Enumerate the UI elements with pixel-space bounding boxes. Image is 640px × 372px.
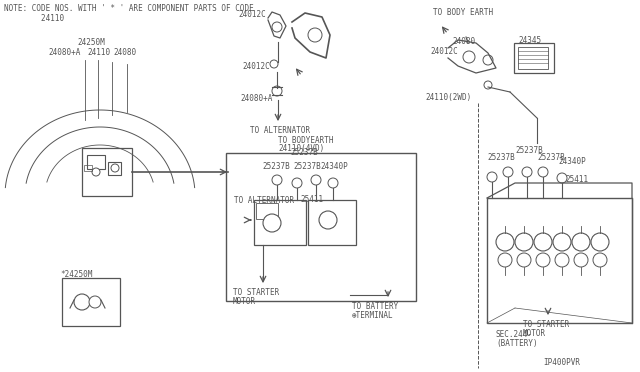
Circle shape <box>263 214 281 232</box>
Circle shape <box>515 233 533 251</box>
Text: IP400PVR: IP400PVR <box>543 358 580 367</box>
Circle shape <box>503 167 513 177</box>
Circle shape <box>292 178 302 188</box>
Circle shape <box>92 168 100 176</box>
Circle shape <box>308 28 322 42</box>
Text: 24110: 24110 <box>87 48 110 57</box>
Circle shape <box>272 86 282 96</box>
Text: 24080+A: 24080+A <box>240 94 273 103</box>
Text: 24012C: 24012C <box>238 10 266 19</box>
Text: NOTE: CODE NOS. WITH ' * ' ARE COMPONENT PARTS OF CODE
        24110: NOTE: CODE NOS. WITH ' * ' ARE COMPONENT… <box>4 4 253 23</box>
Circle shape <box>270 60 278 68</box>
Circle shape <box>572 233 590 251</box>
Text: TO BATTERY: TO BATTERY <box>352 302 398 311</box>
Circle shape <box>311 175 321 185</box>
Text: 25411: 25411 <box>300 195 323 204</box>
Text: 24250M: 24250M <box>77 38 105 47</box>
Circle shape <box>484 81 492 89</box>
Circle shape <box>272 175 282 185</box>
Text: 24345: 24345 <box>518 36 541 45</box>
Text: 24080: 24080 <box>113 48 136 57</box>
Circle shape <box>517 253 531 267</box>
Bar <box>82 148 132 196</box>
Text: 24110(2WD): 24110(2WD) <box>425 93 471 102</box>
Text: 25237B: 25237B <box>262 162 290 171</box>
Text: 25237B: 25237B <box>487 153 515 162</box>
Text: 24012C: 24012C <box>430 47 458 56</box>
Text: TO STARTER: TO STARTER <box>523 320 569 329</box>
Bar <box>84 165 92 171</box>
Circle shape <box>463 51 475 63</box>
Text: TO ALTERNATOR: TO ALTERNATOR <box>250 126 310 135</box>
Circle shape <box>498 253 512 267</box>
Bar <box>108 162 121 175</box>
Circle shape <box>593 253 607 267</box>
Text: TO BODY EARTH: TO BODY EARTH <box>433 8 493 17</box>
Circle shape <box>319 211 337 229</box>
Circle shape <box>534 233 552 251</box>
Text: SEC.244-: SEC.244- <box>496 330 533 339</box>
Bar <box>308 200 356 245</box>
Text: 24110(4VD): 24110(4VD) <box>278 144 324 153</box>
Text: TO ALTERNATOR: TO ALTERNATOR <box>234 196 294 205</box>
Text: 24080: 24080 <box>452 37 475 46</box>
Bar <box>87 155 105 169</box>
Circle shape <box>328 178 338 188</box>
Text: 25411: 25411 <box>565 175 588 184</box>
Circle shape <box>74 294 90 310</box>
Text: TO STARTER: TO STARTER <box>233 288 279 297</box>
Text: *24250M: *24250M <box>60 270 92 279</box>
Bar <box>226 153 416 301</box>
Circle shape <box>483 55 493 65</box>
Circle shape <box>487 172 497 182</box>
Circle shape <box>111 164 119 172</box>
Bar <box>256 203 278 219</box>
Circle shape <box>272 22 282 32</box>
Text: 25237B: 25237B <box>537 153 564 162</box>
Text: ⊕TERMINAL: ⊕TERMINAL <box>352 311 394 320</box>
Bar <box>254 200 306 245</box>
Text: 24080+A: 24080+A <box>48 48 81 57</box>
Circle shape <box>538 167 548 177</box>
Text: MOTOR: MOTOR <box>523 329 546 338</box>
Text: 25237B: 25237B <box>293 162 321 171</box>
Circle shape <box>536 253 550 267</box>
Circle shape <box>574 253 588 267</box>
Text: 24012C: 24012C <box>242 62 269 71</box>
Text: 24340P: 24340P <box>320 162 348 171</box>
Text: TO BODYEARTH: TO BODYEARTH <box>278 136 333 145</box>
Circle shape <box>522 167 532 177</box>
Circle shape <box>496 233 514 251</box>
Circle shape <box>553 233 571 251</box>
Text: MOTOR: MOTOR <box>233 297 256 306</box>
Bar <box>62 278 120 326</box>
Circle shape <box>557 173 567 183</box>
Circle shape <box>591 233 609 251</box>
Text: (BATTERY): (BATTERY) <box>496 339 538 348</box>
Bar <box>514 43 554 73</box>
Text: 25237B: 25237B <box>290 148 317 157</box>
Bar <box>518 47 548 69</box>
Bar <box>487 198 632 323</box>
Circle shape <box>89 296 101 308</box>
Text: 24340P: 24340P <box>558 157 586 166</box>
Circle shape <box>555 253 569 267</box>
Text: 25237B: 25237B <box>515 146 543 155</box>
